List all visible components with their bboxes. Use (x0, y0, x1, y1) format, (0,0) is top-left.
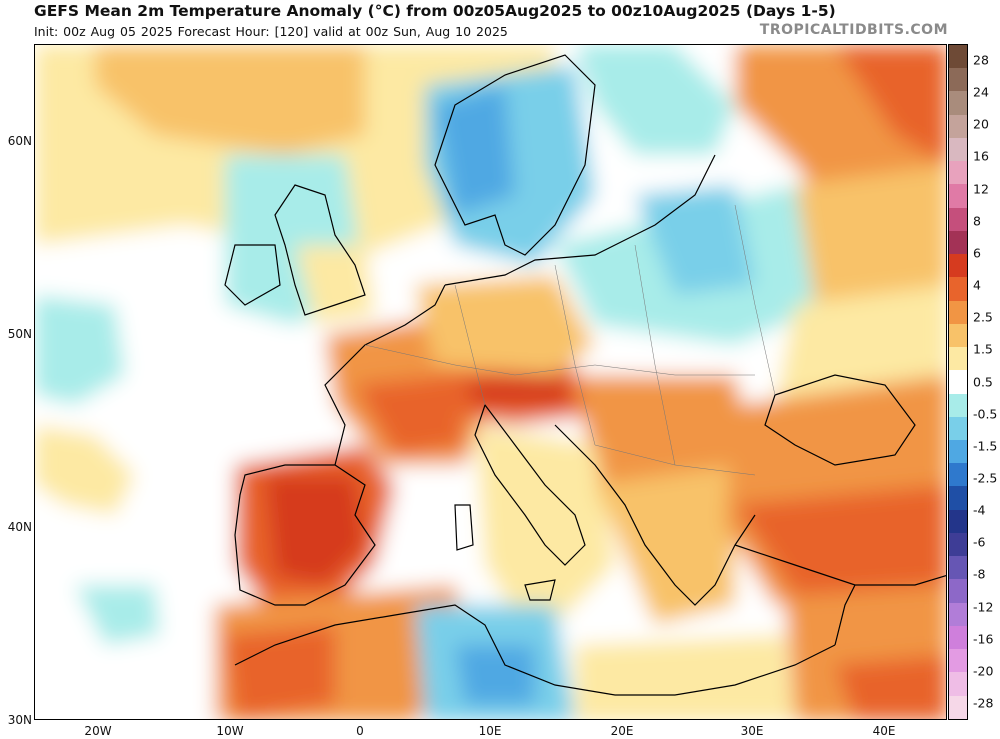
colorbar-segment (949, 486, 967, 510)
colorbar-segment (949, 184, 967, 208)
colorbar-segment (949, 45, 967, 69)
colorbar-label: -20 (973, 663, 994, 679)
colorbar-segment (949, 323, 967, 348)
colorbar-label: -1.5 (973, 438, 998, 454)
map-title: GEFS Mean 2m Temperature Anomaly (°C) fr… (34, 2, 836, 20)
colorbar-label: -8 (973, 566, 986, 582)
lat-label-60n: 60N (7, 134, 32, 148)
colorbar-label: 1.5 (973, 341, 993, 357)
colorbar-label: 0.5 (973, 374, 993, 389)
colorbar-label: 24 (973, 84, 989, 100)
colorbar-segment (949, 463, 967, 487)
colorbar-label: 2.5 (973, 309, 993, 325)
colorbar-label: -16 (973, 631, 994, 647)
colorbar-segment (949, 370, 967, 394)
colorbar-segment (949, 695, 967, 719)
lat-label-50n: 50N (7, 327, 32, 341)
colorbar-label: 4 (973, 277, 981, 293)
colorbar-segment (949, 230, 967, 255)
colorbar-label: -2.5 (973, 470, 998, 486)
colorbar-segment (949, 439, 967, 464)
anomaly-fill (35, 45, 946, 719)
colorbar-label: 12 (973, 181, 989, 197)
lat-label-30n: 30N (7, 713, 32, 727)
colorbar-segment (949, 254, 967, 278)
colorbar-label: 16 (973, 148, 989, 164)
colorbar-segment (949, 347, 967, 371)
coastlines (224, 54, 946, 696)
colorbar-segment (949, 277, 967, 301)
borders (364, 204, 776, 476)
colorbar-segment (949, 649, 967, 673)
colorbar-label: 8 (973, 213, 981, 229)
colorbar-segment (949, 625, 967, 650)
colorbar-segment (949, 161, 967, 185)
colorbar-segment (949, 207, 967, 231)
colorbar-label: 20 (973, 116, 989, 132)
lon-label-10w: 10W (216, 724, 244, 738)
colorbar-segment (949, 300, 967, 324)
colorbar-segment (949, 602, 967, 626)
colorbar-segment (949, 532, 967, 557)
colorbar-label: 6 (973, 245, 981, 261)
colorbar-label: -6 (973, 534, 986, 550)
lon-label-20e: 20E (610, 724, 634, 738)
colorbar-segment (949, 672, 967, 696)
map-canvas (35, 45, 946, 719)
colorbar-segment (949, 91, 967, 115)
colorbar-segment (949, 68, 967, 92)
lon-label-0: 0 (356, 724, 364, 738)
lon-label-20w: 20W (84, 724, 112, 738)
colorbar-segment (949, 556, 967, 580)
colorbar-label: -12 (973, 599, 994, 615)
lat-label-40n: 40N (7, 520, 32, 534)
colorbar-label: 28 (973, 52, 989, 68)
credit-label: TROPICALTIDBITS.COM (759, 22, 948, 38)
colorbar-segment (949, 509, 967, 533)
colorbar-label: -4 (973, 502, 986, 518)
lon-label-30e: 30E (740, 724, 764, 738)
colorbar-label: -28 (973, 695, 994, 711)
map-subtitle: Init: 00z Aug 05 2025 Forecast Hour: [12… (34, 24, 508, 39)
colorbar-segment (949, 416, 967, 440)
colorbar-label: -0.5 (973, 406, 998, 422)
lon-label-10e: 10E (478, 724, 502, 738)
colorbar-segment (949, 393, 967, 417)
colorbar-segment (949, 137, 967, 162)
colorbar-segment (949, 579, 967, 603)
anomaly-map (34, 44, 947, 720)
colorbar-segment (949, 114, 967, 138)
lon-label-40e: 40E (872, 724, 896, 738)
colorbar (948, 44, 968, 720)
